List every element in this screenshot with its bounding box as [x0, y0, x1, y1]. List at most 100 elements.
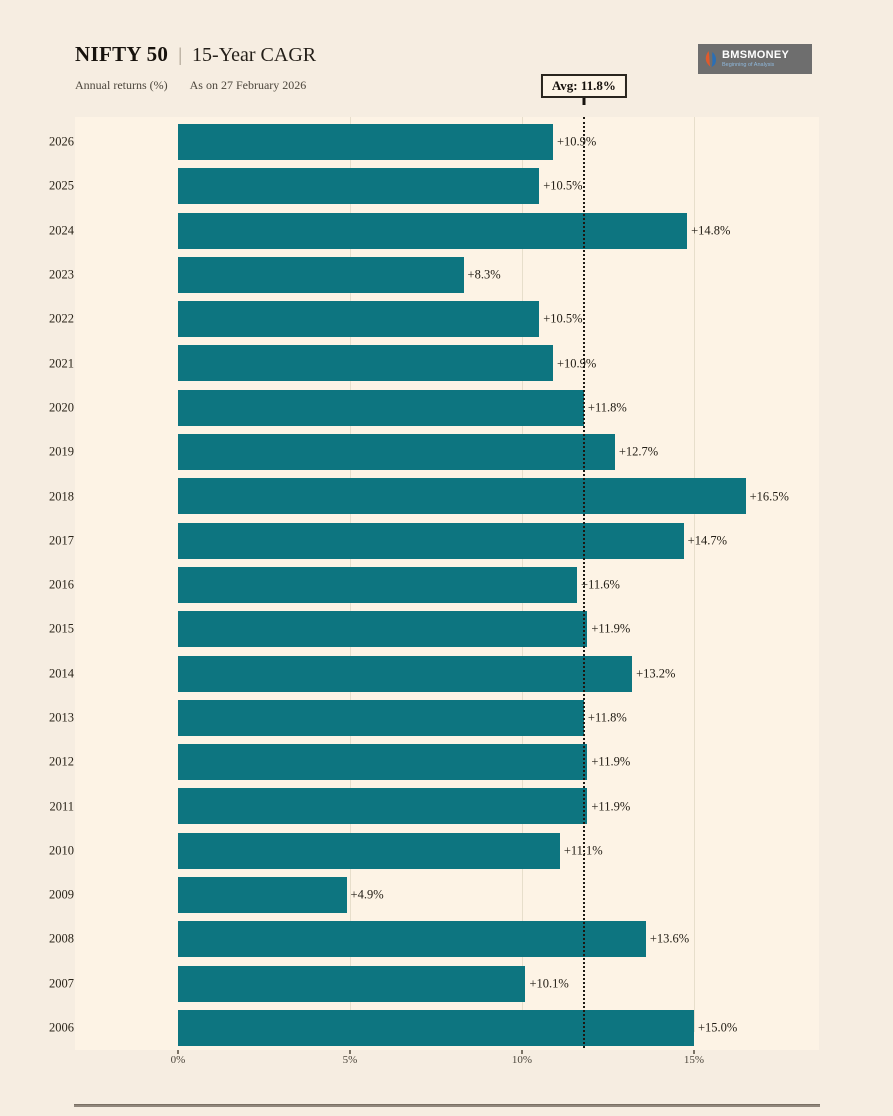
- bar-2013: [178, 699, 584, 736]
- year-label-2012: 2012: [49, 754, 74, 769]
- chart-row-2021: 2021 +10.9%: [0, 341, 893, 385]
- chart-row-2022: 2022 +10.5%: [0, 297, 893, 341]
- x-axis-tick: [177, 1050, 179, 1054]
- bmsmoney-logo: BMSMONEY Beginning of Analysis: [698, 44, 812, 74]
- chart-row-2026: 2026 +10.9%: [0, 120, 893, 164]
- year-label-2026: 2026: [49, 134, 74, 149]
- bar-2009: [178, 877, 347, 914]
- value-label-2021: +10.9%: [556, 356, 597, 371]
- note-asof-date: As on 27 February 2026: [189, 78, 307, 92]
- bar-2017: [178, 522, 684, 559]
- bar-2023: [178, 256, 464, 293]
- year-label-2019: 2019: [49, 444, 74, 459]
- year-label-2011: 2011: [49, 799, 74, 814]
- value-label-2023: +8.3%: [467, 267, 501, 282]
- chart-row-2016: 2016 +11.6%: [0, 563, 893, 607]
- value-label-2017: +14.7%: [687, 533, 728, 548]
- year-label-2023: 2023: [49, 267, 74, 282]
- note-units: Annual returns (%): [75, 78, 168, 92]
- chart-row-2007: 2007 +10.1%: [0, 962, 893, 1006]
- year-label-2017: 2017: [49, 533, 74, 548]
- value-label-2022: +10.5%: [543, 311, 583, 326]
- year-label-2016: 2016: [49, 577, 74, 592]
- x-axis-label-5%: 5%: [342, 1054, 358, 1066]
- value-label-2014: +13.2%: [636, 666, 676, 681]
- bar-2015: [178, 611, 588, 648]
- bar-2011: [178, 788, 588, 825]
- x-axis-label-10%: 10%: [511, 1054, 533, 1066]
- average-callout-pointer: [582, 98, 586, 105]
- gridline-15%: [694, 117, 695, 1032]
- bar-2014: [178, 655, 633, 692]
- year-label-2018: 2018: [49, 489, 74, 504]
- year-label-2007: 2007: [49, 976, 74, 991]
- chart-row-2006: 2006 +15.0%: [0, 1006, 893, 1050]
- value-label-2006: +15.0%: [698, 1020, 738, 1035]
- value-label-2018: +16.5%: [749, 489, 789, 504]
- value-label-2024: +14.8%: [691, 223, 731, 238]
- year-label-2022: 2022: [49, 311, 74, 326]
- chart-row-2019: 2019 +12.7%: [0, 430, 893, 474]
- chart-row-2017: 2017 +14.7%: [0, 519, 893, 563]
- bar-2018: [178, 478, 746, 515]
- bar-2019: [178, 434, 615, 471]
- bmsmoney-logo-icon: [705, 51, 717, 67]
- x-axis-tick: [693, 1050, 695, 1054]
- year-label-2008: 2008: [49, 931, 74, 946]
- value-label-2013: +11.8%: [587, 710, 627, 725]
- year-label-2009: 2009: [49, 887, 74, 902]
- chart-row-2013: 2013 +11.8%: [0, 696, 893, 740]
- value-label-2020: +11.8%: [587, 400, 627, 415]
- bar-2010: [178, 832, 560, 869]
- chart-row-2010: 2010 +11.1%: [0, 829, 893, 873]
- chart-row-2014: 2014 +13.2%: [0, 652, 893, 696]
- chart-rows: 2026 +10.9% 2025 +10.5% 2024 +14.8% 2023 +8.3% 2…: [0, 120, 893, 1050]
- page-title: NIFTY 50 | 15-Year CAGR: [75, 42, 316, 67]
- value-label-2026: +10.9%: [556, 134, 597, 149]
- value-label-2012: +11.9%: [591, 754, 631, 769]
- bar-2016: [178, 566, 578, 603]
- bar-2007: [178, 965, 526, 1002]
- year-label-2024: 2024: [49, 223, 74, 238]
- bar-2021: [178, 345, 553, 382]
- bar-2022: [178, 301, 540, 338]
- year-label-2006: 2006: [49, 1020, 74, 1035]
- value-label-2007: +10.1%: [529, 976, 569, 991]
- value-label-2019: +12.7%: [618, 444, 659, 459]
- chart-row-2011: 2011 +11.9%: [0, 784, 893, 828]
- chart-row-2024: 2024 +14.8%: [0, 209, 893, 253]
- chart-row-2025: 2025 +10.5%: [0, 164, 893, 208]
- value-label-2011: +11.9%: [591, 799, 631, 814]
- average-dotted-line: [582, 117, 585, 1048]
- logo-text: BMSMONEY Beginning of Analysis: [722, 48, 790, 69]
- year-label-2010: 2010: [49, 843, 74, 858]
- chart-row-2008: 2008 +13.6%: [0, 917, 893, 961]
- bar-2020: [178, 389, 584, 426]
- bar-2012: [178, 744, 588, 781]
- year-label-2025: 2025: [49, 178, 74, 193]
- value-label-2025: +10.5%: [543, 178, 583, 193]
- title-separator: |: [178, 45, 183, 66]
- footer-divider: [74, 1104, 820, 1107]
- logo-tagline: Beginning of Analysis: [722, 61, 775, 68]
- value-label-2008: +13.6%: [649, 931, 690, 946]
- bar-2025: [178, 168, 540, 205]
- title-metric: 15-Year CAGR: [192, 44, 317, 66]
- chart-row-2012: 2012 +11.9%: [0, 740, 893, 784]
- subtitle-notes: Annual returns (%) As on 27 February 202…: [75, 78, 306, 93]
- chart-row-2023: 2023 +8.3%: [0, 253, 893, 297]
- chart-row-2015: 2015 +11.9%: [0, 607, 893, 651]
- average-callout: Avg: 11.8%: [540, 74, 627, 98]
- bar-2024: [178, 212, 688, 249]
- bar-2008: [178, 921, 646, 958]
- index-name: NIFTY 50: [75, 42, 169, 66]
- x-axis-tick: [521, 1050, 523, 1054]
- bar-2026: [178, 124, 553, 160]
- x-axis-label-0%: 0%: [170, 1054, 186, 1066]
- chart-row-2018: 2018 +16.5%: [0, 474, 893, 518]
- chart-row-2020: 2020 +11.8%: [0, 386, 893, 430]
- value-label-2016: +11.6%: [581, 577, 620, 592]
- value-label-2009: +4.9%: [350, 887, 384, 902]
- logo-name: BMSMONEY: [722, 48, 790, 61]
